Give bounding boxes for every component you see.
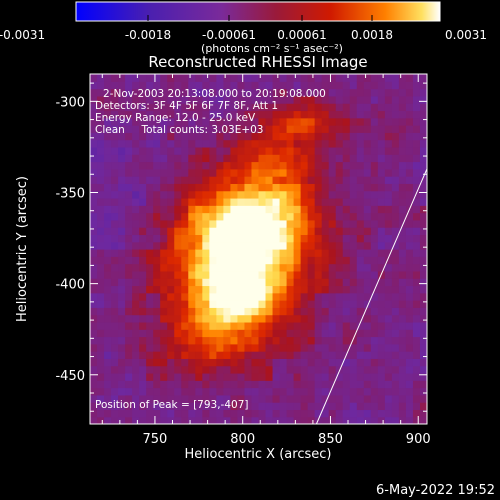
colorbar-tick-label: -0.0018 bbox=[125, 28, 171, 42]
colorbar bbox=[75, 1, 441, 22]
heatmap-image bbox=[90, 74, 427, 424]
plot-frame bbox=[89, 73, 428, 425]
x-tick-label: 850 bbox=[318, 432, 343, 447]
y-axis-title: Heliocentric Y (arcsec) bbox=[15, 176, 30, 322]
colorbar-ticks bbox=[147, 15, 373, 21]
annotation-detectors: Detectors: 3F 4F 5F 6F 7F 8F, Att 1 bbox=[95, 100, 278, 112]
x-tick-label: 800 bbox=[230, 432, 255, 447]
y-tick-label: -400 bbox=[55, 278, 85, 293]
annotation-energy-range: Energy Range: 12.0 - 25.0 keV bbox=[95, 112, 256, 124]
colorbar-tick-label: 0.00061 bbox=[277, 28, 327, 42]
colorbar-tick-label: 0.0031 bbox=[445, 28, 487, 42]
axis-ticks bbox=[90, 74, 427, 424]
colorbar-unit-label: (photons cm⁻² s⁻¹ asec⁻²) bbox=[201, 42, 343, 55]
annotation-peak-position: Position of Peak = [793,-407] bbox=[95, 399, 249, 411]
y-tick-label: -450 bbox=[55, 369, 85, 384]
annotation-time-range: 2-Nov-2003 20:13:08.000 to 20:19:08.000 bbox=[103, 88, 326, 100]
chart-title: Reconstructed RHESSI Image bbox=[148, 53, 367, 71]
footer-timestamp: 6-May-2022 19:52 bbox=[376, 483, 495, 498]
solar-limb-line bbox=[315, 168, 428, 425]
colorbar-tick-label: -0.0031 bbox=[0, 28, 45, 42]
x-tick-label: 900 bbox=[406, 432, 431, 447]
annotation-clean-counts: Clean Total counts: 3.03E+03 bbox=[95, 124, 264, 136]
x-axis-title: Heliocentric X (arcsec) bbox=[185, 447, 332, 462]
colorbar-tick-label: 0.0018 bbox=[351, 28, 393, 42]
y-tick-label: -300 bbox=[55, 95, 85, 110]
y-tick-label: -350 bbox=[55, 186, 85, 201]
colorbar-tick-label: -0.00061 bbox=[202, 28, 256, 42]
x-tick-label: 750 bbox=[143, 432, 168, 447]
